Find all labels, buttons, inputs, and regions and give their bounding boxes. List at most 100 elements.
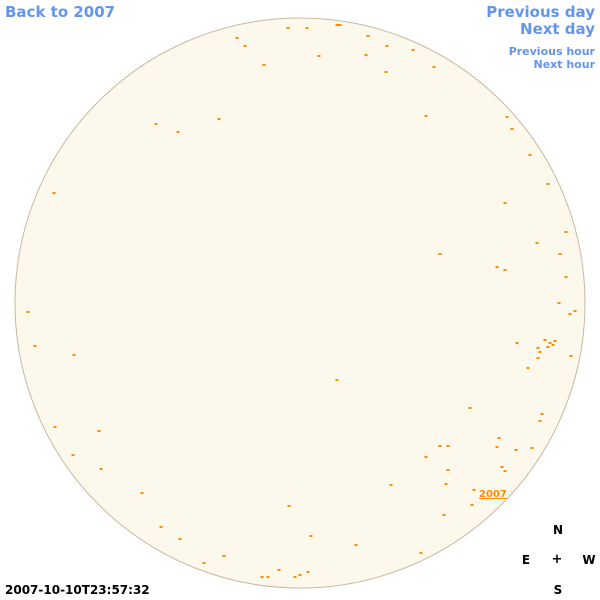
event-mark[interactable] [557,302,561,304]
event-mark[interactable] [154,123,158,125]
event-mark[interactable] [266,576,270,578]
event-mark[interactable] [546,183,550,185]
event-mark[interactable] [528,154,532,156]
event-mark[interactable] [53,426,57,428]
event-mark[interactable] [384,71,388,73]
event-mark[interactable] [178,538,182,540]
event-mark[interactable] [364,54,368,56]
event-mark[interactable] [424,456,428,458]
event-mark[interactable] [97,430,101,432]
next-day-link[interactable]: Next day [520,20,595,38]
event-mark[interactable] [202,562,206,564]
event-mark[interactable] [495,446,499,448]
event-mark[interactable] [558,253,562,255]
event-mark[interactable] [497,437,501,439]
event-mark[interactable] [564,276,568,278]
event-mark[interactable] [217,118,221,120]
event-mark[interactable] [419,552,423,554]
event-mark[interactable] [551,344,555,346]
event-mark[interactable] [385,45,389,47]
event-mark[interactable] [262,64,266,66]
event-mark[interactable] [309,535,313,537]
event-mark[interactable] [176,131,180,133]
event-mark[interactable] [564,231,568,233]
event-mark[interactable] [72,354,76,356]
compass-east-label: E [521,553,531,567]
compass-north-label: N [552,523,564,537]
event-mark[interactable] [306,571,310,573]
event-mark[interactable] [446,469,450,471]
event-mark[interactable] [530,447,534,449]
event-marks [26,24,577,578]
event-mark[interactable] [287,505,291,507]
year-link[interactable]: 2007 [479,489,507,500]
event-mark[interactable] [243,45,247,47]
event-mark[interactable] [52,192,56,194]
event-mark[interactable] [503,269,507,271]
back-to-year-link[interactable]: Back to 2007 [5,3,116,21]
event-mark[interactable] [503,470,507,472]
event-mark[interactable] [568,313,572,315]
event-mark[interactable] [286,27,290,29]
event-mark[interactable] [573,310,577,312]
event-mark[interactable] [444,483,448,485]
compass-center-icon: + [551,552,563,567]
event-mark[interactable] [526,367,530,369]
previous-hour-link[interactable]: Previous hour [508,45,595,58]
event-mark[interactable] [446,445,450,447]
event-mark[interactable] [277,569,281,571]
event-mark[interactable] [500,466,504,468]
event-mark[interactable] [536,357,540,359]
event-mark[interactable] [389,484,393,486]
event-mark[interactable] [235,37,239,39]
event-mark[interactable] [548,342,552,344]
event-mark[interactable] [305,27,309,29]
event-mark[interactable] [411,49,415,51]
event-mark[interactable] [510,128,514,130]
compass-south-label: S [553,583,563,597]
event-mark[interactable] [159,526,163,528]
event-mark[interactable] [540,413,544,415]
timestamp: 2007-10-10T23:57:32 [5,583,150,597]
event-mark[interactable] [71,454,75,456]
event-mark[interactable] [505,116,509,118]
event-mark[interactable] [222,555,226,557]
event-mark[interactable] [432,66,436,68]
event-mark[interactable] [354,544,358,546]
event-mark[interactable] [140,492,144,494]
event-mark[interactable] [569,355,573,357]
event-mark[interactable] [335,24,339,26]
event-mark[interactable] [538,420,542,422]
event-mark[interactable] [472,489,476,491]
event-mark[interactable] [26,311,30,313]
event-mark[interactable] [335,379,339,381]
sky-disk [14,17,586,589]
event-mark[interactable] [514,449,518,451]
event-mark[interactable] [495,266,499,268]
event-mark[interactable] [438,445,442,447]
event-mark[interactable] [366,35,370,37]
event-mark[interactable] [503,202,507,204]
event-mark[interactable] [535,242,539,244]
event-mark[interactable] [317,55,321,57]
previous-day-link[interactable]: Previous day [486,3,595,21]
event-mark[interactable] [536,347,540,349]
event-mark[interactable] [33,345,37,347]
event-mark[interactable] [538,351,542,353]
event-mark[interactable] [515,342,519,344]
event-mark[interactable] [338,24,342,26]
event-mark[interactable] [546,346,550,348]
event-mark[interactable] [543,339,547,341]
event-mark[interactable] [298,574,302,576]
event-mark[interactable] [553,340,557,342]
event-mark[interactable] [438,253,442,255]
event-mark[interactable] [468,407,472,409]
event-mark[interactable] [293,576,297,578]
event-mark[interactable] [424,115,428,117]
event-mark[interactable] [99,468,103,470]
next-hour-link[interactable]: Next hour [533,58,596,71]
event-mark[interactable] [260,576,264,578]
event-mark[interactable] [470,504,474,506]
event-mark[interactable] [442,514,446,516]
